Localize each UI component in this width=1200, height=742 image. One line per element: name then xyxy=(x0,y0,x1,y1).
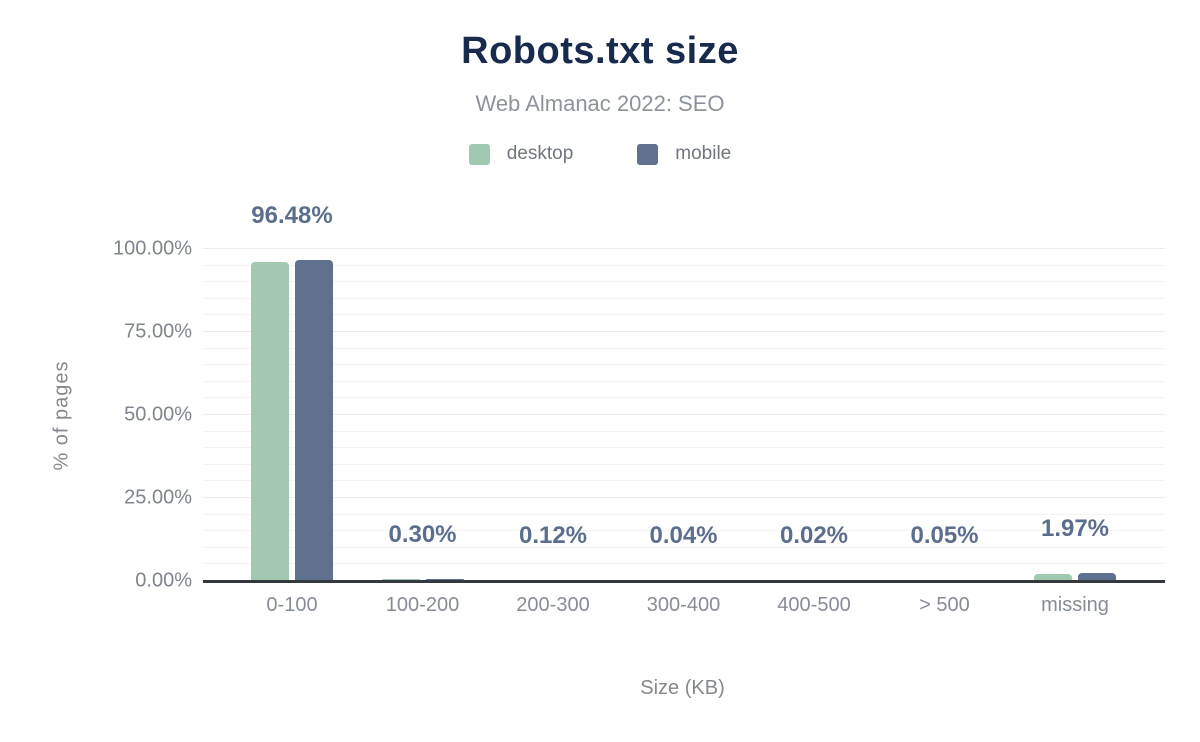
bar-mobile-0-100[interactable] xyxy=(295,259,333,580)
bar-desktop-missing[interactable] xyxy=(1034,574,1072,580)
category-label: 100-200 xyxy=(385,594,460,616)
gridline xyxy=(203,430,1165,432)
data-label: 0.05% xyxy=(910,521,979,549)
gridline xyxy=(203,248,1165,249)
bar-desktop-0-100[interactable] xyxy=(251,261,289,580)
category-label: 400-500 xyxy=(777,594,851,616)
gridline xyxy=(203,297,1165,299)
y-tick-label: 50.00% xyxy=(124,403,192,426)
gridline xyxy=(203,281,1165,283)
gridline xyxy=(203,463,1165,465)
gridline xyxy=(203,513,1165,515)
gridline xyxy=(203,447,1165,449)
gridline xyxy=(203,331,1165,332)
x-axis-title: Size (KB) xyxy=(640,677,725,699)
category-label: 300-400 xyxy=(646,594,721,616)
legend-item-desktop[interactable]: desktop xyxy=(468,143,574,165)
data-label: 0.02% xyxy=(779,521,849,549)
gridline xyxy=(203,414,1165,415)
gridline xyxy=(203,364,1165,366)
y-tick-label: 25.00% xyxy=(124,486,192,509)
gridline xyxy=(203,380,1165,382)
y-tick-label: 0.00% xyxy=(135,569,192,592)
data-label: 1.97% xyxy=(1040,515,1110,543)
bar-desktop-100-200[interactable] xyxy=(381,579,420,580)
legend-swatch-mobile xyxy=(637,143,659,165)
bar-mobile-missing[interactable] xyxy=(1078,573,1116,580)
gridline xyxy=(203,546,1165,548)
gridline xyxy=(203,530,1165,532)
bar-mobile-100-200[interactable] xyxy=(425,579,464,580)
data-label: 0.30% xyxy=(388,521,457,549)
gridline xyxy=(203,497,1165,498)
chart-subtitle: Web Almanac 2022: SEO xyxy=(475,91,725,116)
data-label: 96.48% xyxy=(251,201,333,229)
legend: desktop mobile xyxy=(0,143,1200,165)
category-label: > 500 xyxy=(919,594,970,616)
gridline xyxy=(203,480,1165,482)
y-tick-label: 75.00% xyxy=(124,320,192,343)
legend-label: mobile xyxy=(675,143,732,164)
legend-swatch-desktop xyxy=(468,143,490,165)
y-tick-label: 100.00% xyxy=(113,237,192,260)
gridline xyxy=(203,347,1165,349)
gridline xyxy=(203,264,1165,266)
data-label: 0.04% xyxy=(649,521,718,549)
category-slot: 0.30% xyxy=(357,248,488,580)
category-label: missing xyxy=(1041,594,1109,616)
x-axis-line xyxy=(203,580,1165,583)
category-slot: 0.02% xyxy=(749,248,880,580)
legend-label: desktop xyxy=(506,143,574,164)
category-slot: 0.12% xyxy=(488,248,619,580)
category-slot: 0.04% xyxy=(618,248,749,580)
chart-title: Robots.txt size xyxy=(461,30,739,72)
gridline xyxy=(203,563,1165,565)
category-label: 200-300 xyxy=(516,594,590,616)
category-label: 0-100 xyxy=(266,594,318,616)
gridline xyxy=(203,314,1165,316)
gridline xyxy=(203,397,1165,399)
category-slot: 1.97% xyxy=(1010,248,1141,580)
data-label: 0.12% xyxy=(518,521,588,549)
legend-item-mobile[interactable]: mobile xyxy=(637,143,731,165)
category-slot: 0.05% xyxy=(879,248,1010,580)
category-slot: 96.48% xyxy=(227,202,358,580)
